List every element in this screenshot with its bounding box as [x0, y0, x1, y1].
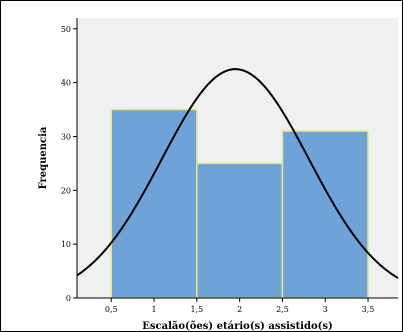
y-tick-label: 10	[61, 240, 71, 249]
x-tick-label: 1,5	[190, 305, 203, 314]
x-axis-label: Escalão(ões) etário(s) assistido(s)	[142, 321, 333, 332]
x-tick-label: 2	[237, 305, 242, 314]
histogram-bar-1	[110, 108, 198, 299]
y-axis-label: Frequencia	[38, 126, 49, 189]
y-tick-label: 20	[61, 186, 71, 195]
histogram-bar-2	[196, 162, 284, 299]
x-tick-label: 3,5	[362, 305, 375, 314]
y-tick-label: 0	[66, 294, 71, 303]
x-tick-label: 3	[323, 305, 328, 314]
x-tick-label: 1	[151, 305, 156, 314]
normal-curve	[76, 68, 399, 279]
y-tick-label: 40	[61, 79, 71, 88]
y-tick-label: 30	[61, 132, 71, 141]
histogram-bar-3	[281, 130, 369, 299]
x-tick-label: 0,5	[105, 305, 118, 314]
y-tick-label: 50	[61, 25, 71, 34]
x-tick-label: 2,5	[276, 305, 289, 314]
